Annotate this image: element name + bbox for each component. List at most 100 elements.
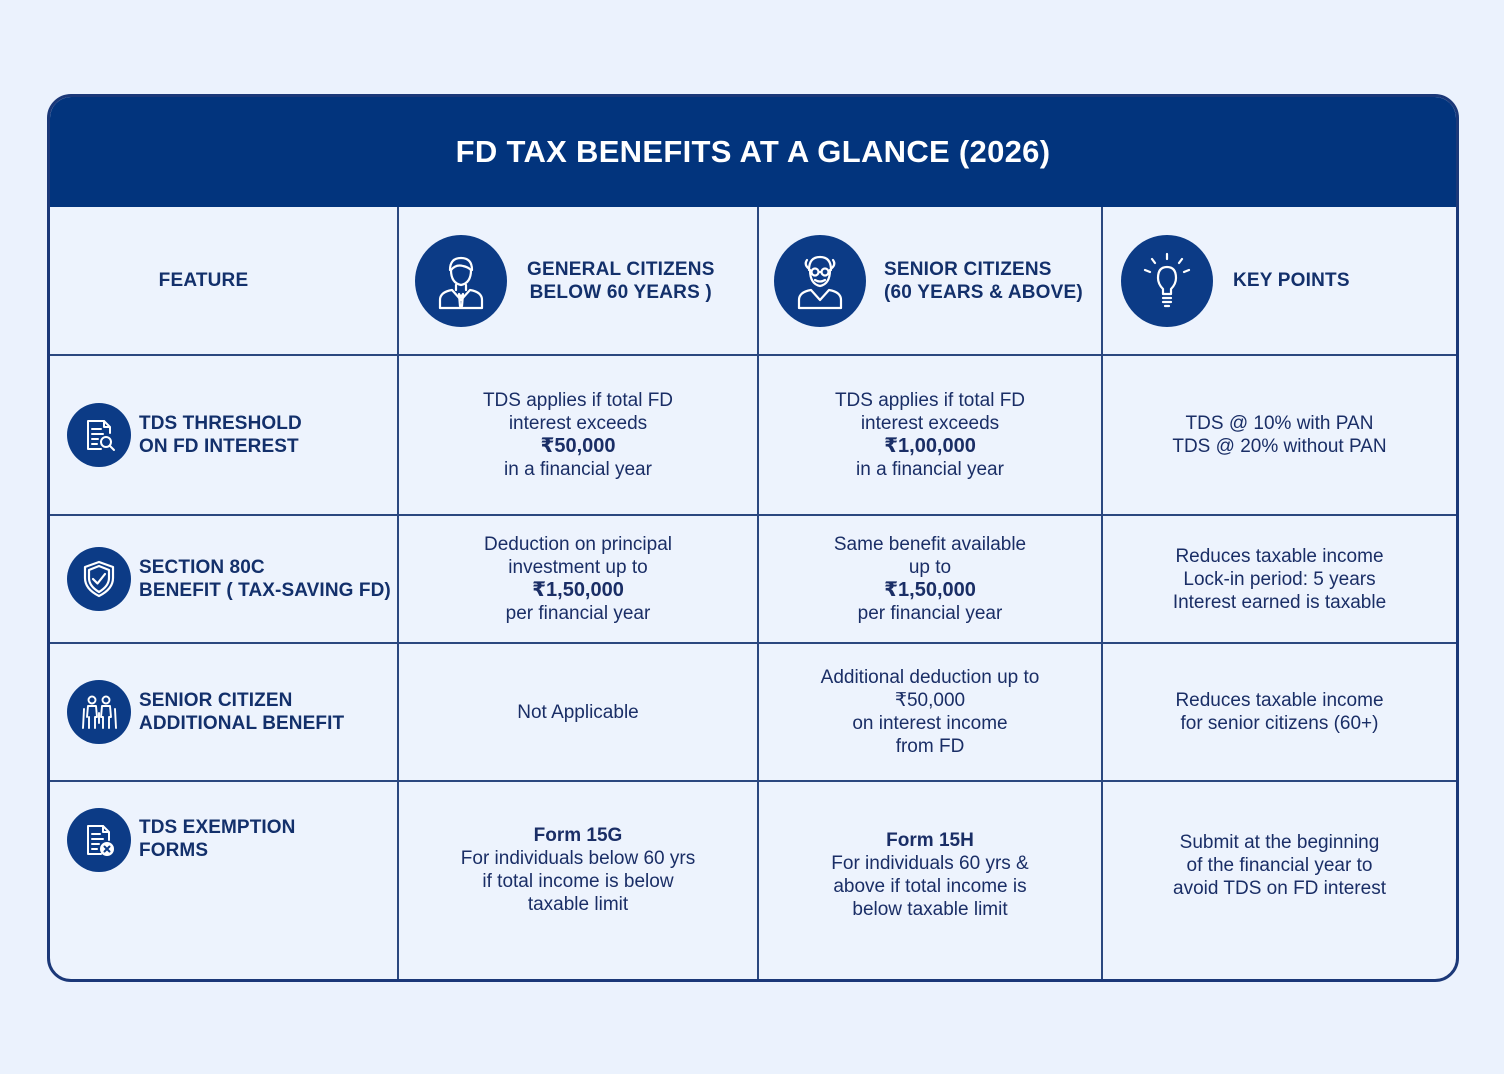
row-senior-senior-benefit: Additional deduction up to ₹50,000 on in… [759,644,1101,780]
row-general-tds-threshold: TDS applies if total FD interest exceeds… [399,356,757,514]
row-key-senior-benefit: Reduces taxable income for senior citize… [1103,644,1456,780]
grid-divider [50,354,1456,356]
cell-text: TDS applies if total FD interest exceeds… [835,389,1025,481]
grid-divider [1101,207,1103,979]
row-feature-tds-threshold: TDS THRESHOLD ON FD INTEREST [50,356,397,514]
cell-line: ₹50,000 [894,690,966,711]
row-key-section-80c: Reduces taxable income Lock-in period: 5… [1103,516,1456,642]
cell-line: TDS @ 20% without PAN [1172,436,1387,457]
cell-text: Same benefit available up to ₹1,50,000 p… [834,533,1026,625]
cell-line: Same benefit available [833,534,1027,555]
cell-line: below taxable limit [852,899,1008,920]
cell-line: GENERAL CITIZENS [527,258,715,280]
cell-line: SECTION 80C [139,557,265,578]
cell-line: ₹1,50,000 [532,579,624,601]
cell-line: in a financial year [504,459,652,480]
cell-line: Submit at the beginning [1179,832,1380,853]
cell-line: Form 15G [533,825,623,846]
cell-line: For individuals 60 yrs & [831,853,1029,874]
cell-line: ADDITIONAL BENEFIT [139,713,345,734]
cell-line: Lock-in period: 5 years [1183,568,1376,590]
header-key-points: KEY POINTS [1103,207,1456,354]
cell-line: TDS EXEMPTION [139,817,296,838]
cell-line: avoid TDS on FD interest [1173,878,1386,899]
grid-divider [757,207,759,979]
cell-line: SENIOR CITIZENS [884,258,1052,280]
row-feature-tds-exemption: TDS EXEMPTION FORMS [50,782,397,979]
fd-tax-table-card: FD TAX BENEFITS AT A GLANCE (2026) FEATU… [47,94,1459,982]
row-general-senior-benefit: Not Applicable [399,644,757,780]
cell-line: investment up to [508,557,648,578]
cell-line: TDS @ 10% with PAN [1185,413,1374,434]
cell-line: SENIOR CITIZEN [139,690,293,711]
cell-line: ₹50,000 [540,435,616,457]
cell-text: Submit at the beginning of the financial… [1173,831,1386,900]
cell-line: ON FD INTEREST [139,436,299,457]
cell-line: Interest earned is taxable [1172,591,1387,613]
title-bar: FD TAX BENEFITS AT A GLANCE (2026) [50,97,1456,207]
cell-line: For individuals below 60 yrs [460,848,696,869]
row-key-tds-exemption: Submit at the beginning of the financial… [1103,782,1456,979]
cell-line: interest exceeds [860,413,1000,434]
row-senior-section-80c: Same benefit available up to ₹1,50,000 p… [759,516,1101,642]
cell-line: ₹1,50,000 [884,579,976,601]
document-search-icon [67,403,131,467]
grid-divider [50,780,1456,782]
cell-line: interest exceeds [508,413,648,434]
elderly-couple-icon [67,680,131,744]
cell-line: ₹1,00,000 [884,435,976,457]
cell-line: per financial year [505,603,651,624]
elderly-man-icon [774,234,866,327]
lightbulb-icon [1121,234,1213,327]
row-senior-tds-exemption: Form 15H For individuals 60 yrs & above … [759,782,1101,979]
cell-line: taxable limit [527,894,629,915]
table-grid: FEATURE GENERAL CITIZENS BELOW 60 YEARS … [50,207,1456,979]
grid-divider [397,207,399,979]
cell-text: Reduces taxable income Lock-in period: 5… [1173,545,1386,614]
cell-line: Form 15H [886,830,974,851]
cell-line: on interest income [852,713,1008,734]
row-general-section-80c: Deduction on principal investment up to … [399,516,757,642]
cell-line: Deduction on principal [483,534,672,555]
cell-line: TDS applies if total FD [482,390,674,411]
cell-line: Additional deduction up to [820,667,1040,688]
cell-text: Deduction on principal investment up to … [484,533,672,625]
grid-divider [50,642,1456,644]
cell-text: Additional deduction up to ₹50,000 on in… [821,666,1040,758]
cell-text: TDS applies if total FD interest exceeds… [483,389,673,481]
cell-line: (60 YEARS & ABOVE) [884,281,1083,303]
cell-line: BELOW 60 YEARS ) [529,281,712,303]
cell-line: Not Applicable [517,701,639,723]
cell-line: TDS applies if total FD [834,390,1026,411]
cell-line: FORMS [139,840,209,861]
row-feature-senior-benefit: SENIOR CITIZEN ADDITIONAL BENEFIT [50,644,397,780]
cell-text: TDS @ 10% with PAN TDS @ 20% without PAN [1172,412,1386,458]
row-senior-tds-threshold: TDS applies if total FD interest exceeds… [759,356,1101,514]
header-general: GENERAL CITIZENS BELOW 60 YEARS ) [399,207,757,354]
row-key-tds-threshold: TDS @ 10% with PAN TDS @ 20% without PAN [1103,356,1456,514]
cell-line: in a financial year [856,459,1004,480]
cell-line: up to [908,557,952,578]
cell-line: TDS THRESHOLD [139,413,302,434]
cell-line: from FD [895,736,965,757]
header-senior: SENIOR CITIZENS (60 YEARS & ABOVE) [759,207,1101,354]
cell-line: if total income is below [482,871,674,892]
cell-text: Form 15G For individuals below 60 yrs if… [461,824,695,916]
cell-line: per financial year [857,603,1003,624]
cell-line: of the financial year to [1186,855,1373,876]
cell-line: for senior citizens (60+) [1180,713,1379,734]
cell-line: above if total income is [833,876,1027,897]
cell-text: Form 15H For individuals 60 yrs & above … [831,829,1028,921]
cell-line: Reduces taxable income [1175,690,1384,711]
header-feature: FEATURE [158,270,249,291]
cell-line: BENEFIT ( TAX-SAVING FD) [139,580,391,601]
cell-text: Reduces taxable income for senior citize… [1175,689,1383,735]
businessman-icon [415,234,507,327]
shield-check-icon [67,547,131,611]
cell-text: Not Applicable [517,701,638,724]
cell-line: Reduces taxable income [1175,545,1384,567]
grid-divider [50,514,1456,516]
page-title: FD TAX BENEFITS AT A GLANCE (2026) [455,134,1051,169]
form-exemption-icon [67,808,131,872]
row-general-tds-exemption: Form 15G For individuals below 60 yrs if… [399,782,757,979]
